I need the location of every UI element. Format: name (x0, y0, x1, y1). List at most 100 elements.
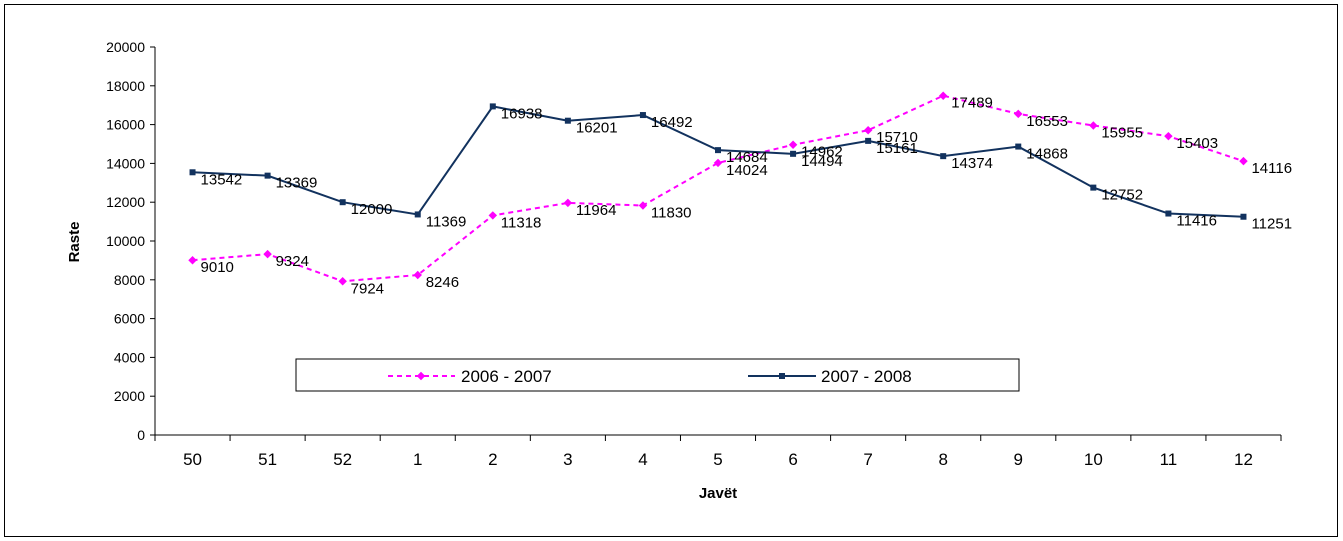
data-point-series-2 (790, 150, 797, 157)
data-label-series-1: 14962 (801, 144, 843, 161)
axes (150, 46, 1282, 441)
data-point-series-2 (715, 147, 721, 154)
data-point-series-2 (264, 172, 271, 179)
data-label-series-1: 8246 (426, 274, 459, 291)
x-tick-label: 11 (1160, 450, 1178, 469)
data-point-series-1 (263, 249, 272, 259)
data-label-series-1: 11830 (651, 204, 692, 221)
x-tick-label: 51 (258, 450, 277, 469)
data-label-series-1: 14116 (1251, 160, 1292, 177)
data-point-series-2 (639, 112, 646, 119)
data-label-series-1: 15710 (876, 129, 918, 146)
legend-label-series-2: 2007 - 2008 (821, 367, 912, 386)
data-point-series-1 (338, 277, 347, 286)
y-tick-label: 2000 (114, 388, 145, 404)
data-point-series-2 (1090, 184, 1097, 191)
data-label-series-2: 16938 (501, 105, 543, 122)
data-point-series-1 (488, 211, 498, 220)
x-tick-label: 52 (333, 450, 352, 469)
y-tick-label: 18000 (106, 78, 145, 94)
x-tick-label: 5 (713, 450, 722, 469)
y-tick-label: 10000 (106, 233, 145, 249)
data-label-series-2: 16201 (576, 120, 618, 137)
data-point-series-2 (1240, 213, 1247, 220)
data-label-series-1: 11964 (576, 202, 617, 219)
data-label-series-1: 11318 (501, 214, 542, 231)
data-point-series-2 (1015, 143, 1022, 150)
y-tick-label: 0 (137, 427, 145, 443)
series-markers (188, 91, 1248, 286)
data-point-series-2 (564, 117, 571, 124)
data-label-series-2: 14868 (1026, 146, 1068, 163)
y-tick-label: 14000 (106, 155, 145, 171)
x-tick-label: 6 (788, 450, 797, 469)
data-label-series-2: 13369 (276, 175, 318, 192)
data-point-series-1 (188, 255, 197, 265)
series-line-1 (192, 94, 1244, 283)
data-point-series-1 (1239, 156, 1248, 166)
data-label-series-2: 14494 (801, 153, 843, 170)
y-tick-label: 16000 (106, 117, 145, 133)
x-tick-label: 1 (413, 450, 422, 469)
x-tick-label: 10 (1084, 450, 1103, 469)
x-tick-label: 7 (863, 450, 872, 469)
data-label-series-2: 14374 (951, 155, 993, 172)
data-label-series-2: 11251 (1251, 216, 1292, 233)
data-label-series-1: 14024 (726, 162, 768, 179)
data-label-series-2: 11416 (1176, 213, 1217, 230)
y-tick-label: 8000 (114, 272, 145, 288)
data-point-series-1 (938, 91, 948, 100)
x-tick-label: 3 (563, 450, 572, 469)
x-tick-label: 2 (488, 450, 497, 469)
data-point-series-2 (189, 169, 196, 176)
y-tick-label: 12000 (106, 194, 145, 210)
data-point-series-1 (863, 125, 873, 135)
data-label-series-2: 12752 (1101, 187, 1143, 204)
data-point-series-2 (940, 153, 947, 160)
x-tick-label: 12 (1234, 450, 1253, 469)
y-tick-label: 6000 (114, 311, 145, 327)
data-point-series-1 (638, 201, 648, 210)
legend-marker-series-2 (779, 373, 785, 379)
y-tick-label: 20000 (106, 39, 145, 55)
x-tick-label: 50 (183, 450, 202, 469)
data-point-series-1 (563, 198, 573, 208)
legend: 2006 - 2007 2007 - 2008 (295, 358, 1020, 392)
data-label-series-2: 11369 (426, 213, 467, 230)
data-point-series-2 (1165, 210, 1172, 217)
data-point-series-2 (414, 211, 421, 218)
data-label-series-2: 16492 (651, 114, 693, 131)
legend-marker-series-1 (416, 371, 426, 381)
series-lines (192, 94, 1244, 283)
data-label-series-2: 12000 (351, 201, 393, 218)
legend-label-series-1: 2006 - 2007 (461, 367, 552, 386)
data-label-series-1: 9324 (276, 253, 309, 270)
data-label-series-2: 13542 (201, 171, 243, 188)
data-label-series-2: 15161 (876, 140, 918, 157)
data-label-series-2: 14684 (726, 149, 768, 166)
y-tick-label: 4000 (114, 349, 145, 365)
tick-labels: 0 2000 4000 6000 8000 10000 12000 14000 16000 180… (106, 39, 1253, 469)
data-point-series-1 (1089, 121, 1098, 130)
data-point-series-2 (865, 137, 872, 144)
chart-frame (4, 4, 1338, 537)
y-axis-title: Raste (66, 222, 83, 263)
x-tick-label: 8 (938, 450, 947, 469)
data-point-series-2 (339, 199, 346, 206)
data-label-series-1: 15403 (1176, 135, 1218, 152)
data-label-series-1: 15955 (1101, 124, 1143, 141)
data-label-series-1: 16553 (1026, 113, 1068, 130)
x-tick-label: 9 (1014, 450, 1023, 469)
x-axis-title: Javët (699, 485, 737, 502)
data-label-series-1: 7924 (351, 280, 384, 297)
data-point-series-1 (1164, 131, 1173, 141)
data-point-series-1 (788, 140, 798, 149)
x-tick-label: 4 (638, 450, 647, 469)
data-point-series-1 (713, 158, 723, 168)
data-point-series-2 (489, 103, 496, 110)
data-label-series-1: 9010 (201, 259, 234, 276)
data-point-series-1 (413, 270, 422, 280)
data-point-series-1 (1014, 109, 1023, 119)
data-labels: 9010 9324 7924 8246 11318 11964 11830 14024 1496… (201, 95, 1293, 298)
